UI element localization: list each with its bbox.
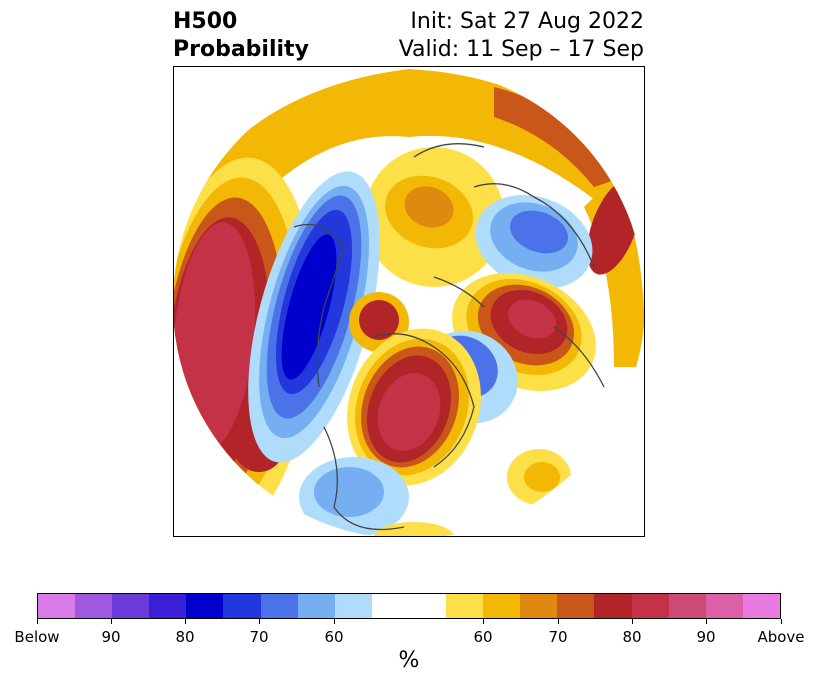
europe-warm-crimson (508, 299, 556, 339)
tick-label-8: 90 (696, 628, 716, 646)
colorbar-swatch-5 (223, 594, 261, 618)
colorbar-swatch-14 (594, 594, 632, 618)
colorbar-swatch-4 (186, 594, 224, 618)
map-canvas (174, 67, 644, 536)
colorbar-swatch-17 (705, 594, 743, 618)
colorbar-swatch-6 (260, 594, 298, 618)
atlantic-gold (524, 462, 560, 492)
chart-title-right: Init: Sat 27 Aug 2022 Valid: 11 Sep – 17… (399, 8, 644, 64)
colorbar-swatch-1 (75, 594, 113, 618)
title-variable: H500 (173, 9, 238, 34)
coastline-1 (373, 333, 475, 468)
tick-mark-1 (110, 619, 112, 624)
coastlines (293, 143, 605, 531)
colorbar-swatch-12 (520, 594, 558, 618)
tick-mark-5 (482, 619, 484, 624)
tick-label-2: 80 (175, 628, 195, 646)
title-type: Probability (173, 37, 309, 62)
colorbar-swatch-15 (631, 594, 669, 618)
probability-map (173, 66, 645, 537)
colorbar-swatch-3 (149, 594, 187, 618)
tick-label-0: Below (14, 628, 60, 646)
trough-deepblue (281, 234, 337, 380)
na-lowblue-mid (314, 467, 384, 517)
coastline-4 (413, 143, 485, 158)
tick-mark-2 (184, 619, 186, 624)
colorbar-swatch-7 (297, 594, 335, 618)
arctic-red-inner (359, 300, 399, 340)
coastline-0 (293, 223, 345, 388)
tick-label-9: Above (757, 628, 805, 646)
valid-range: Valid: 11 Sep – 17 Sep (398, 37, 644, 62)
tick-mark-8 (705, 619, 707, 624)
chart-title-left: H500 Probability (173, 8, 309, 64)
tick-label-6: 70 (548, 628, 568, 646)
europe-blue (509, 210, 569, 254)
colorbar (37, 593, 781, 619)
tick-label-7: 80 (622, 628, 642, 646)
colorbar-swatch-11 (483, 594, 521, 618)
tick-mark-4 (333, 619, 335, 624)
tick-mark-6 (557, 619, 559, 624)
colorbar-label: % (398, 648, 420, 673)
tick-label-3: 70 (249, 628, 269, 646)
na-crimson (377, 373, 441, 451)
coastline-3 (473, 183, 595, 268)
tick-mark-3 (258, 619, 260, 624)
warm-arc-top-orange (494, 87, 624, 187)
tick-mark-9 (780, 619, 782, 624)
globe-disc (174, 67, 644, 536)
coastline-6 (433, 276, 485, 308)
pole-orange (404, 186, 454, 228)
atlantic-bottom-yellow (374, 522, 454, 536)
coastline-2 (323, 426, 405, 531)
colorbar-swatch-8 (334, 594, 372, 618)
coastline-5 (553, 326, 605, 388)
colorbar-swatch-13 (557, 594, 595, 618)
tick-label-4: 60 (324, 628, 344, 646)
colorbar-swatch-2 (112, 594, 150, 618)
colorbar-swatch-16 (668, 594, 706, 618)
colorbar-swatch-10 (446, 594, 484, 618)
colorbar-swatch-18 (742, 594, 780, 618)
tick-mark-0 (36, 619, 38, 624)
colorbar-swatch-9 (371, 594, 447, 618)
init-date: Init: Sat 27 Aug 2022 (410, 9, 644, 34)
tick-label-5: 60 (473, 628, 493, 646)
tick-mark-7 (631, 619, 633, 624)
colorbar-swatch-0 (38, 594, 76, 618)
pacific-crimson (174, 222, 256, 452)
tick-label-1: 90 (101, 628, 121, 646)
